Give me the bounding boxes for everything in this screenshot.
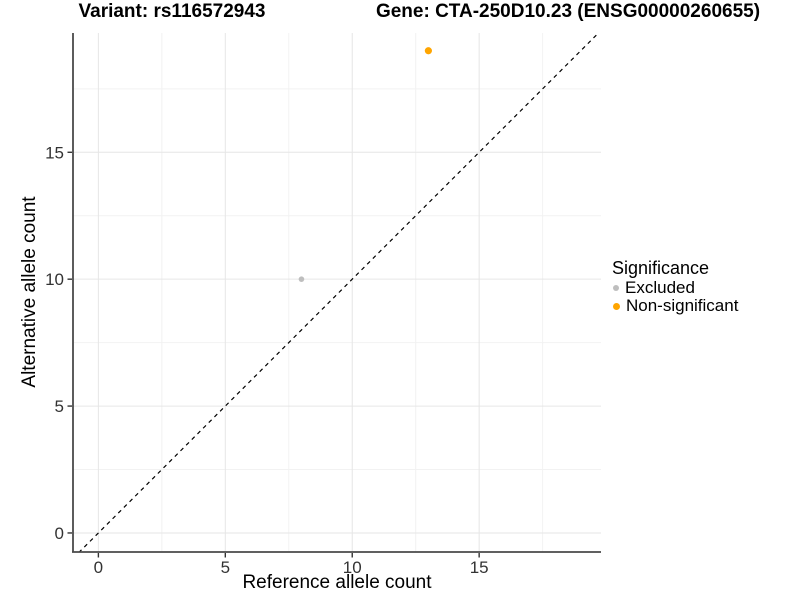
- identity-line: [78, 33, 600, 552]
- y-tick-label: 10: [45, 270, 64, 289]
- legend-title: Significance: [612, 258, 710, 278]
- data-point-non-significant: [424, 47, 432, 55]
- data-point-excluded: [298, 276, 305, 282]
- y-tick-label: 15: [45, 143, 64, 162]
- variant-title: Variant: rs116572943: [78, 1, 266, 22]
- legend-item: Non-significant: [612, 296, 739, 315]
- y-tick-label: 5: [55, 397, 64, 416]
- y-axis-label: Alternative allele count: [19, 196, 40, 388]
- y-tick-label: 0: [55, 524, 64, 543]
- x-tick-label: 15: [470, 558, 489, 577]
- gene-title: Gene: CTA-250D10.23 (ENSG00000260655): [375, 1, 761, 22]
- x-tick-label: 10: [343, 558, 362, 577]
- legend-item: Excluded: [612, 278, 738, 297]
- legend-key-dot: [613, 302, 620, 310]
- legend-item-label: Non-significant: [626, 296, 739, 315]
- legend: Significance Excluded Non-significant: [612, 257, 738, 315]
- x-tick-label: 5: [221, 558, 230, 577]
- x-axis-label: Reference allele count: [242, 572, 432, 593]
- legend-items: Excluded Non-significant: [612, 278, 739, 315]
- legend-item-label: Excluded: [625, 278, 695, 297]
- x-tick-label: 0: [94, 558, 103, 577]
- legend-key-dot: [613, 285, 619, 291]
